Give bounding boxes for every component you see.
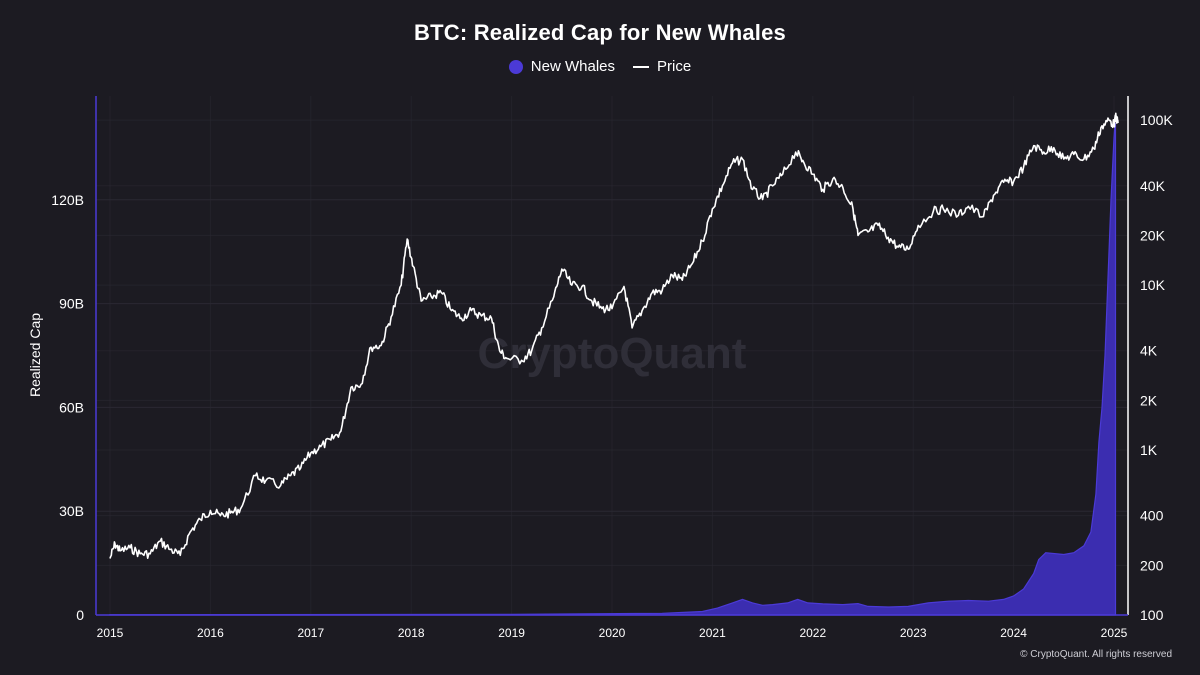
y-left-tick-label-1: 30B	[59, 503, 84, 519]
x-tick-label-0: 2015	[97, 626, 124, 640]
y-left-tick-label-2: 60B	[59, 399, 84, 415]
x-tick-label-8: 2023	[900, 626, 927, 640]
y-right-tick-label-9: 100K	[1140, 112, 1173, 128]
y-left-tick-label-0: 0	[76, 607, 84, 623]
series-area-new-whales	[109, 123, 1117, 616]
series-line-price	[109, 112, 1119, 559]
legend-item-price[interactable]: Price	[633, 58, 691, 75]
x-tick-label-3: 2018	[398, 626, 425, 640]
legend-line-price	[633, 65, 649, 68]
y-right-tick-label-1: 200	[1140, 557, 1164, 573]
y-right-tick-label-5: 4K	[1140, 343, 1158, 359]
x-tick-label-10: 2025	[1101, 626, 1128, 640]
y-left-tick-label-4: 120B	[51, 192, 84, 208]
y-right-tick-label-3: 1K	[1140, 442, 1158, 458]
x-tick-label-9: 2024	[1000, 626, 1027, 640]
y-left-tick-label-3: 90B	[59, 296, 84, 312]
x-tick-label-6: 2021	[699, 626, 726, 640]
copyright-footer: © CryptoQuant. All rights reserved	[1020, 649, 1172, 660]
chart-title: BTC: Realized Cap for New Whales	[414, 20, 786, 45]
y-right-tick-label-6: 10K	[1140, 277, 1166, 293]
y-right-tick-label-8: 40K	[1140, 178, 1166, 194]
legend-label-new-whales: New Whales	[530, 58, 615, 75]
y-right-tick-label-7: 20K	[1140, 227, 1166, 243]
x-tick-label-4: 2019	[498, 626, 525, 640]
chart-legend: New Whales Price	[0, 58, 1200, 75]
watermark: CryptoQuant	[478, 329, 747, 378]
x-tick-label-5: 2020	[599, 626, 626, 640]
legend-label-price: Price	[657, 58, 692, 75]
y-right-tick-label-4: 2K	[1140, 392, 1158, 408]
y-axis-title: Realized Cap	[27, 313, 43, 397]
y-right-tick-label-0: 100	[1140, 607, 1164, 623]
legend-dot-new-whales	[508, 59, 523, 74]
legend-item-new-whales[interactable]: New Whales	[508, 58, 615, 75]
x-tick-label-2: 2017	[297, 626, 324, 640]
x-tick-label-1: 2016	[197, 626, 224, 640]
y-right-tick-label-2: 400	[1140, 508, 1164, 524]
x-tick-label-7: 2022	[799, 626, 826, 640]
